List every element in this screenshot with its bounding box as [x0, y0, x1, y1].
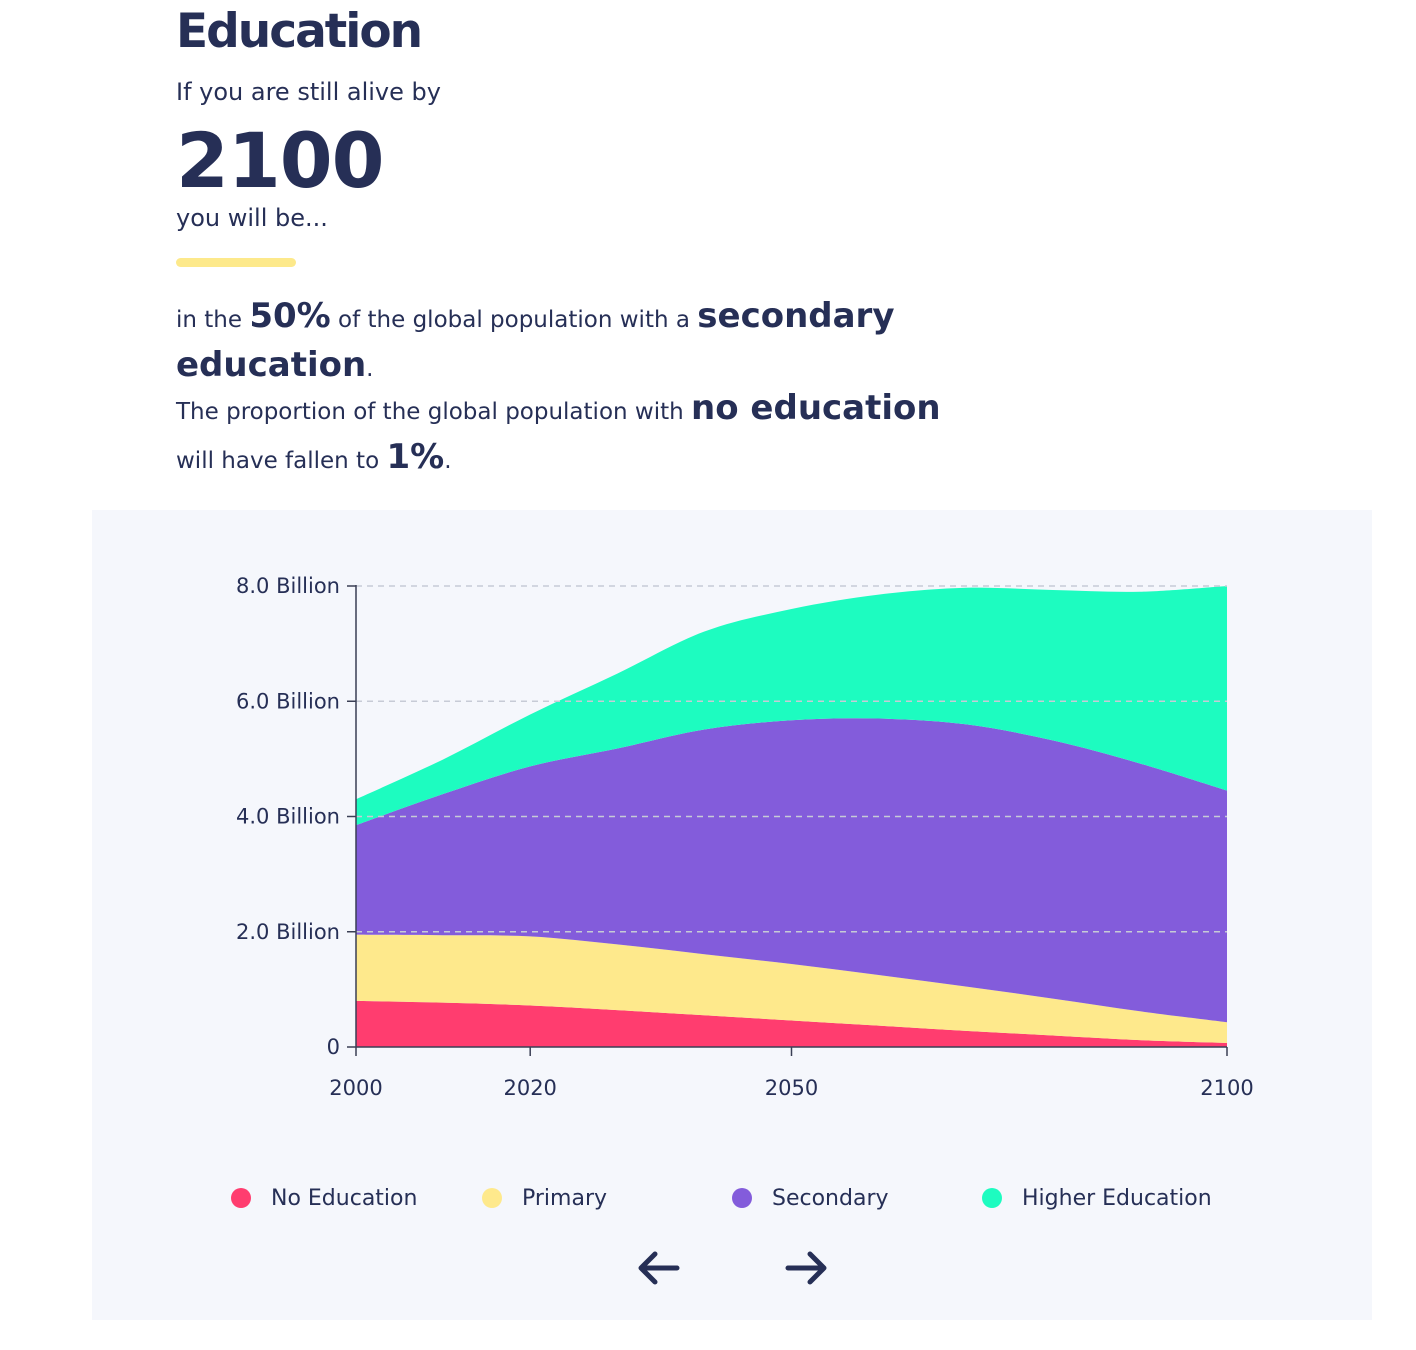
- legend-item: No Education: [231, 1185, 417, 1211]
- legend-label: Primary: [522, 1185, 608, 1211]
- legend-label: Secondary: [772, 1185, 889, 1211]
- y-tick-label: 4.0 Billion: [236, 805, 340, 829]
- no-education-statement: The proportion of the global population …: [176, 386, 976, 484]
- y-tick-label: 8.0 Billion: [236, 574, 340, 598]
- statement-text: in the: [176, 307, 250, 333]
- legend-item: Higher Education: [982, 1185, 1212, 1211]
- y-tick-label: 0: [327, 1035, 340, 1059]
- x-tick-label: 2000: [329, 1076, 382, 1100]
- year-value: 2100: [176, 116, 385, 205]
- statement-text: The proportion of the global population …: [176, 399, 692, 425]
- statement-highlight: 1%: [386, 437, 445, 477]
- x-tick-label: 2050: [765, 1076, 818, 1100]
- area-secondary: [356, 718, 1227, 1023]
- arrow-right-icon[interactable]: [782, 1246, 832, 1290]
- y-tick-label: 2.0 Billion: [236, 920, 340, 944]
- accent-underline: [176, 258, 296, 267]
- area-no-education: [356, 1000, 1227, 1047]
- arrow-left-icon[interactable]: [633, 1246, 683, 1290]
- statement-highlight: 50%: [249, 296, 331, 336]
- legend-item: Primary: [482, 1185, 607, 1211]
- area-higher-education: [356, 586, 1227, 826]
- x-tick-label: 2100: [1200, 1076, 1253, 1100]
- statement-highlight: no education: [691, 388, 941, 428]
- legend-label: Higher Education: [1022, 1185, 1212, 1211]
- legend-label: No Education: [271, 1185, 418, 1211]
- legend-dot: [482, 1188, 502, 1208]
- intro-text: If you are still alive by: [176, 78, 441, 106]
- legend-dot: [732, 1188, 752, 1208]
- y-tick-label: 6.0 Billion: [236, 689, 340, 713]
- legend-dot: [982, 1188, 1002, 1208]
- area-primary: [356, 934, 1227, 1043]
- statement-text: of the global population with a: [330, 307, 698, 333]
- legend-dot: [231, 1188, 251, 1208]
- outro-text: you will be...: [176, 204, 328, 232]
- page-title: Education: [176, 4, 423, 59]
- x-tick-label: 2020: [503, 1076, 556, 1100]
- statement-highlight: secondary education: [176, 296, 895, 385]
- secondary-statement: in the 50% of the global population with…: [176, 294, 976, 392]
- statement-text: will have fallen to: [176, 448, 387, 474]
- statement-text: .: [444, 448, 452, 474]
- statement-text: .: [366, 356, 374, 382]
- legend-item: Secondary: [732, 1185, 889, 1211]
